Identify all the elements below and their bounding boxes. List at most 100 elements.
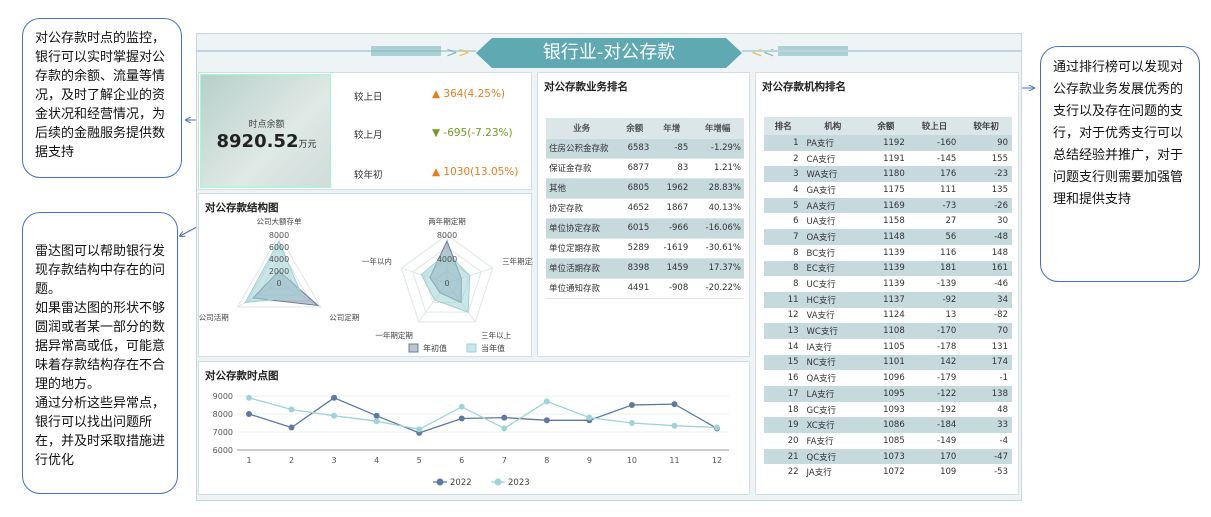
table-row[interactable]: 22 JA支行 1072 109 -53 — [764, 464, 1012, 480]
table-cell: 1085 — [883, 435, 905, 446]
radar-grid — [400, 234, 494, 323]
cmp-label-year: 较年初 — [354, 170, 383, 181]
timeline-panel: 对公存款时点图 9000 8000 7000 6000 1 2 3 4 5 6 7 8 9 10 11 12 2… — [198, 361, 750, 495]
table-cell: 14 — [787, 341, 799, 352]
table-cell: 1101 — [863, 354, 909, 371]
table-row[interactable]: 14 IA支行 1105 -178 131 — [764, 339, 1012, 355]
cmp-value-day: ▲ 364(4.25%) — [432, 88, 506, 100]
legend-label: 当年值 — [481, 343, 505, 353]
series-point-2023 — [501, 425, 508, 432]
ranking-callout: 通过排行榜可以发现对公存款业务发展优秀的支行以及存在问题的支行，对于优秀支行可以… — [1040, 46, 1200, 282]
table-cell: 22 — [787, 467, 799, 478]
y-tick-label: 8000 — [213, 410, 233, 419]
legend-label: 年初值 — [423, 343, 447, 353]
table-cell: 8 — [764, 260, 803, 277]
table-row[interactable]: 其他 6805 1962 28.83% — [546, 178, 744, 199]
table-row[interactable]: 18 GC支行 1093 -192 48 — [764, 402, 1012, 418]
table-row[interactable]: 4 GA支行 1175 111 135 — [764, 182, 1012, 198]
table-cell: 21 — [764, 448, 803, 465]
table-row[interactable]: 12 VA支行 1124 13 -82 — [764, 308, 1012, 324]
table-cell: WA支行 — [802, 166, 864, 183]
table-cell: 28.83% — [691, 178, 744, 199]
series-point-2023 — [288, 406, 295, 413]
y-tick-label: 7000 — [213, 428, 233, 437]
series-point-2023 — [331, 412, 338, 419]
table-cell: 1105 — [883, 341, 905, 352]
table-row[interactable]: 15 NC支行 1101 142 174 — [764, 354, 1012, 371]
table-row[interactable]: 2 CA支行 1191 -145 155 — [764, 151, 1012, 167]
table-row[interactable]: 单位通知存款 4491 -908 -20.22% — [546, 278, 744, 299]
table-cell: 148 — [991, 247, 1008, 258]
table-row[interactable]: 3 WA支行 1180 176 -23 — [764, 166, 1012, 183]
table-row[interactable]: 20 FA支行 1085 -149 -4 — [764, 433, 1012, 449]
series-line-2022 — [248, 397, 718, 434]
table-cell: CA支行 — [806, 154, 836, 165]
up-arrow-icon: ▲ — [432, 166, 444, 178]
timeline-title: 对公存款时点图 — [205, 370, 279, 382]
table-cell: -20.22% — [691, 278, 744, 299]
series-point-2022 — [246, 411, 252, 417]
radar-callout-text: 雷达图可以帮助银行发现存款结构中存在的问题。 如果雷达图的形状不够圆润或者某一部… — [35, 244, 166, 468]
table-cell: 109 — [940, 467, 957, 478]
table-cell: 138 — [960, 386, 1012, 402]
table-cell: -908 — [652, 278, 692, 299]
table-row[interactable]: 单位定期存款 5289 -1619 -30.61% — [546, 238, 744, 259]
table-cell: 27 — [945, 216, 957, 227]
table-row[interactable]: 11 HC支行 1137 -92 34 — [764, 291, 1012, 308]
table-row[interactable]: 1 PA支行 1192 -160 90 — [764, 135, 1012, 151]
table-row[interactable]: 单位协定存款 6015 -966 -16.06% — [546, 218, 744, 239]
table-row[interactable]: 7 OA支行 1148 56 -48 — [764, 229, 1012, 245]
table-cell: QC支行 — [802, 448, 864, 465]
table-cell: 142 — [908, 354, 961, 371]
x-tick-label: 10 — [627, 456, 637, 465]
table-cell: 17 — [764, 386, 803, 402]
structure-panel: 对公存款结构图 8000 6000 4000 2000 0 公司大额存单 公司定期 公司活期 8… — [198, 193, 533, 357]
table-row[interactable]: 协定存款 4652 1867 40.13% — [546, 198, 744, 219]
table-row[interactable]: 5 AA支行 1169 -73 -26 — [764, 197, 1012, 214]
table-cell: OA支行 — [802, 229, 864, 245]
table-cell: -149 — [937, 435, 957, 446]
table-cell: 住房公积金存款 — [546, 138, 618, 159]
table-cell: GC支行 — [806, 405, 837, 416]
up-arrow-icon: ▲ — [432, 88, 444, 100]
table-row[interactable]: 8 EC支行 1139 181 161 — [764, 260, 1012, 277]
table-row[interactable]: 6 UA支行 1158 27 30 — [764, 213, 1012, 229]
table-cell: -16.06% — [691, 218, 744, 239]
svg-text:<: < — [763, 45, 775, 61]
table-row[interactable]: 保证金存款 6877 83 1.21% — [546, 158, 744, 179]
radar-axis-label: 公司定期 — [329, 312, 359, 322]
table-cell: 12 — [787, 310, 799, 321]
table-row[interactable]: 21 QC支行 1073 170 -47 — [764, 448, 1012, 465]
table-row[interactable]: 13 WC支行 1108 -170 70 — [764, 323, 1012, 339]
series-point-2023 — [714, 424, 720, 431]
table-cell: 34 — [960, 291, 1012, 308]
table-cell: 8 — [793, 247, 799, 258]
table-cell: -145 — [937, 153, 957, 164]
table-cell: -85 — [652, 138, 692, 159]
series-point-2023 — [416, 426, 423, 433]
kpi-unit: 万元 — [298, 140, 317, 150]
table-row[interactable]: 17 LA支行 1095 -122 138 — [764, 386, 1012, 402]
table-cell: QA支行 — [806, 374, 837, 385]
table-row[interactable]: 单位活期存款 8398 1459 17.37% — [546, 258, 744, 279]
table-cell: 1180 — [863, 166, 909, 183]
table-row[interactable]: 8 UC支行 1139 -139 -46 — [764, 276, 1012, 292]
x-tick-label: 9 — [587, 456, 592, 465]
table-cell: GA支行 — [806, 185, 836, 196]
table-cell: NC支行 — [802, 354, 864, 371]
table-cell: 135 — [991, 184, 1008, 195]
table-row[interactable]: 住房公积金存款 6583 -85 -1.29% — [546, 138, 744, 159]
radar-axis-label: 一年以内 — [362, 256, 392, 266]
table-cell: 1192 — [863, 135, 909, 151]
table-cell: 1093 — [883, 404, 905, 415]
x-tick-label: 1 — [246, 456, 251, 465]
radar-tick-label: 0 — [444, 279, 449, 288]
table-cell: 1169 — [863, 197, 909, 214]
table-row[interactable]: 16 QA支行 1096 -179 -1 — [764, 370, 1012, 386]
series-point-2023 — [586, 414, 593, 421]
table-cell: 3 — [764, 166, 803, 183]
table-row[interactable]: 8 BC支行 1139 116 148 — [764, 245, 1012, 261]
table-cell: 33 — [960, 417, 1012, 434]
table-row[interactable]: 19 XC支行 1086 -184 33 — [764, 417, 1012, 434]
table-cell: 8 — [793, 279, 799, 290]
